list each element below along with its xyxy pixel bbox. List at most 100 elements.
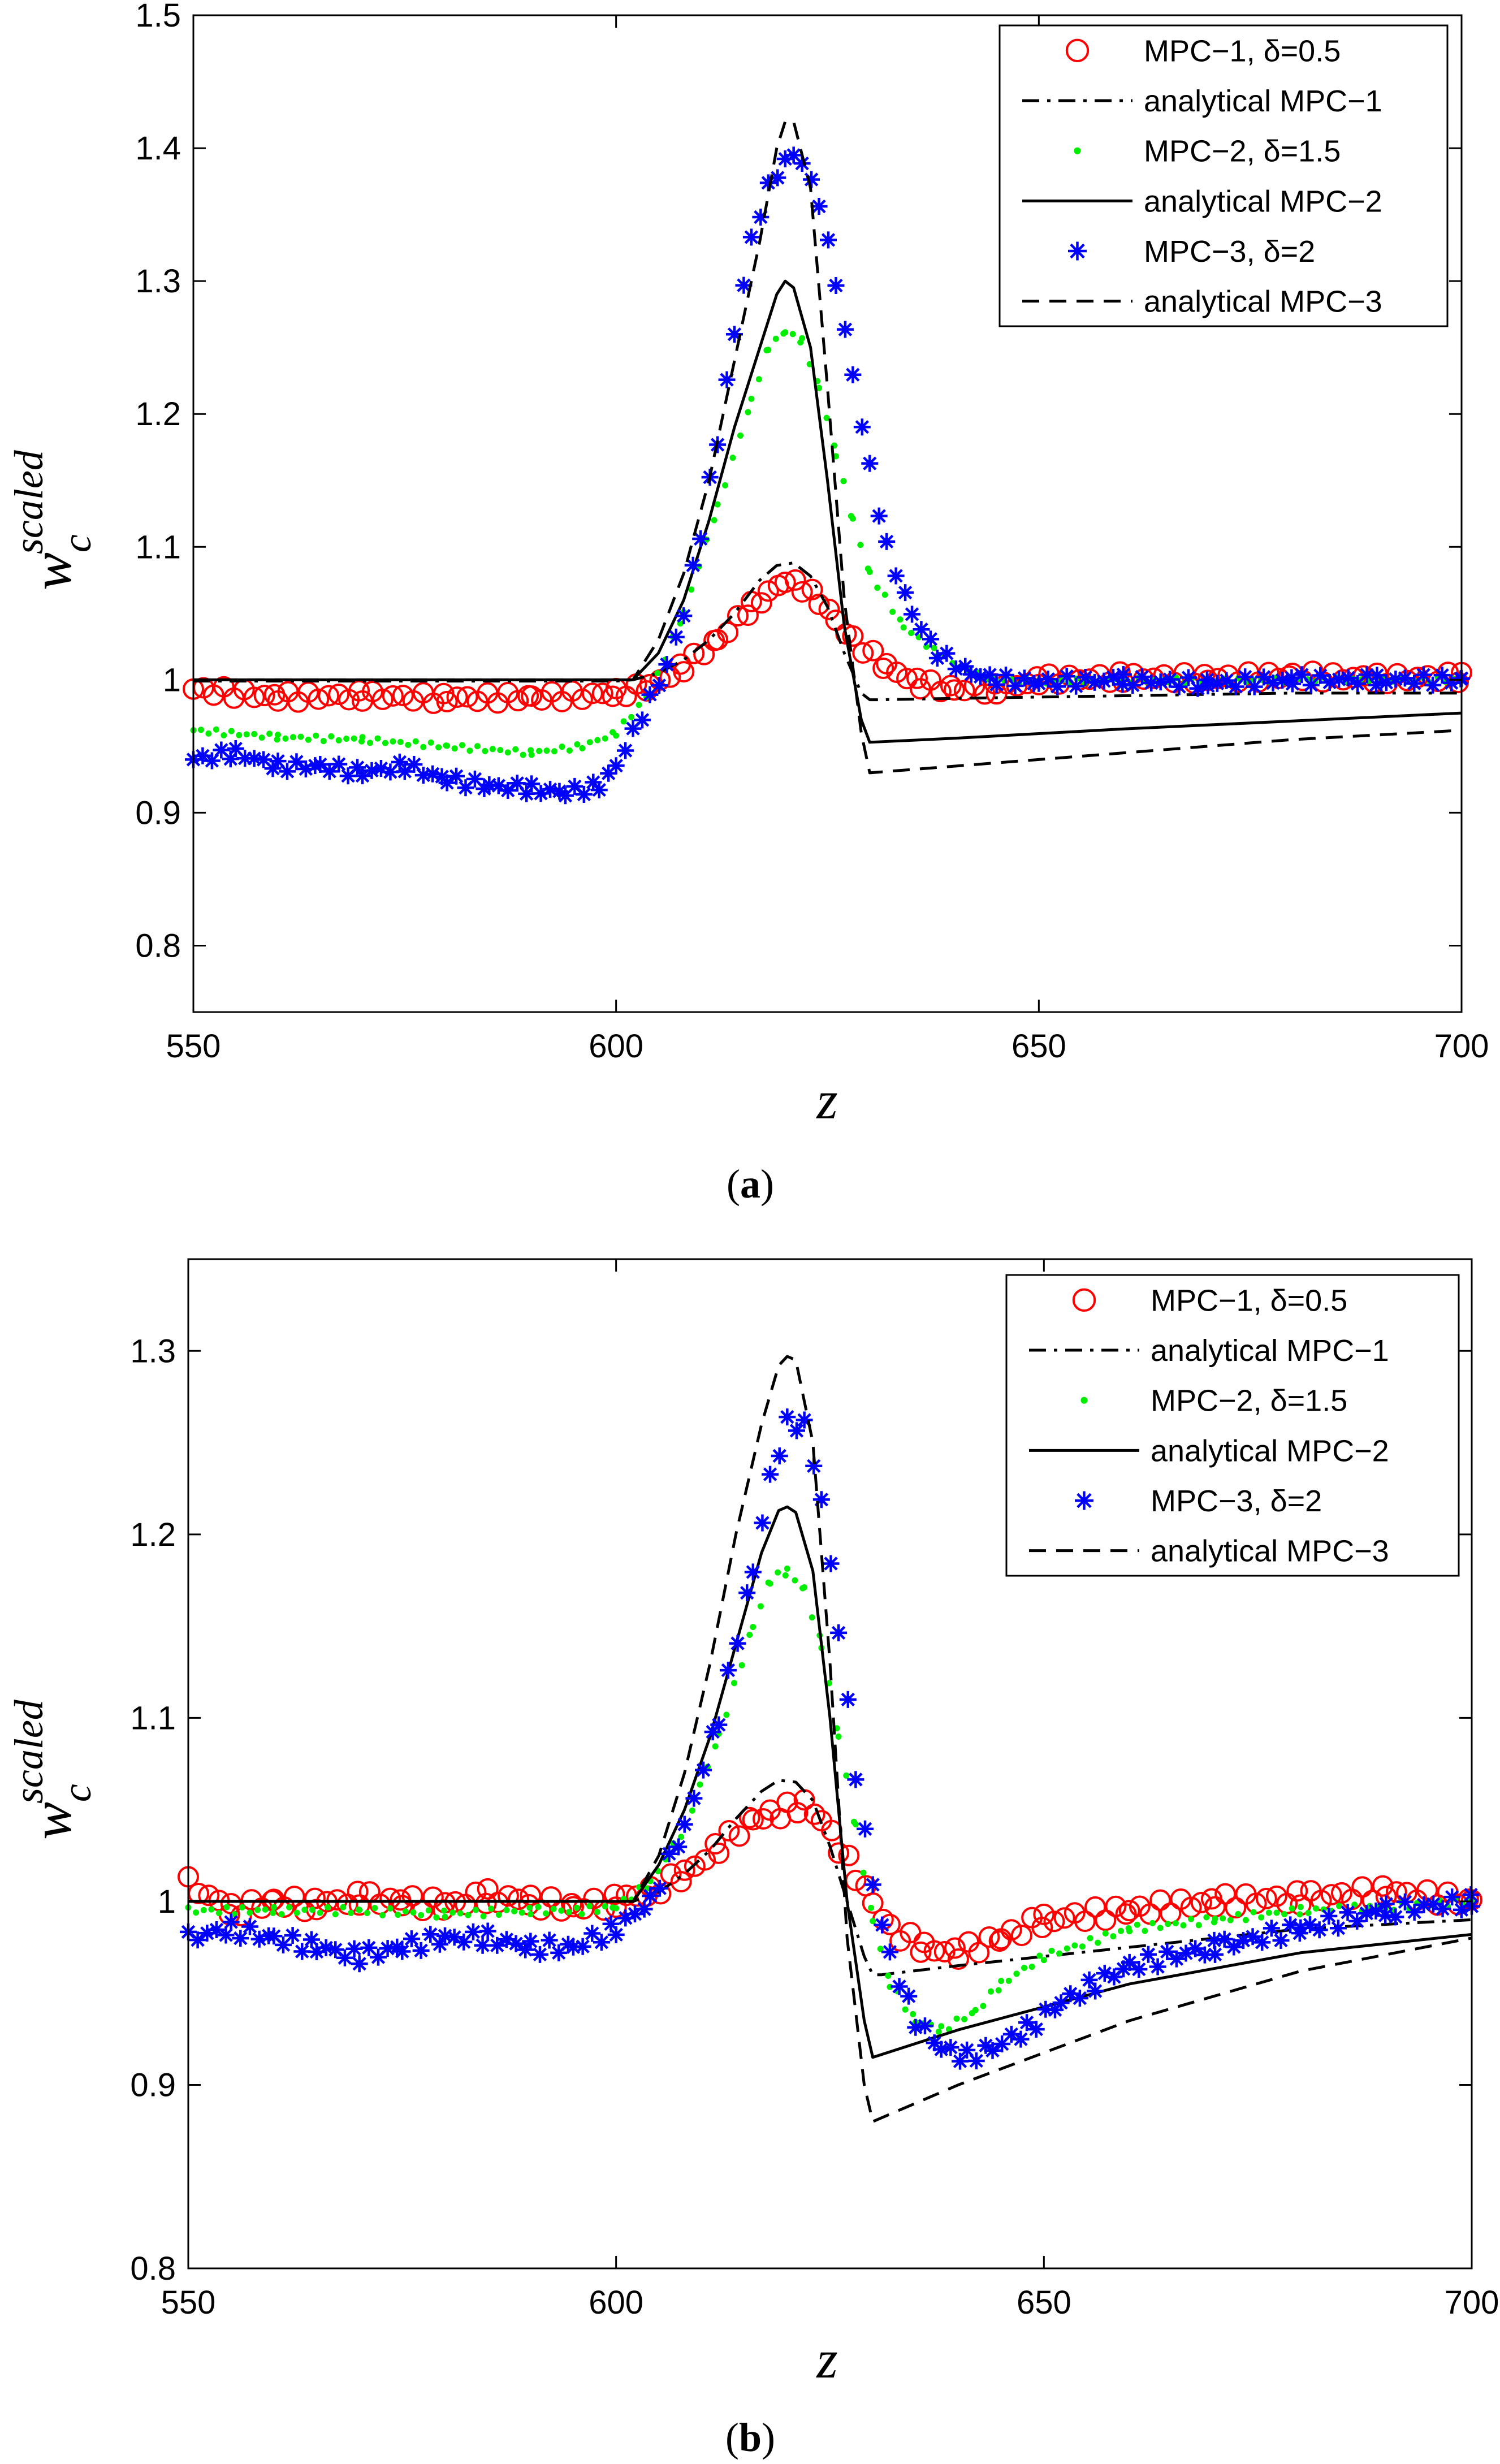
data-point xyxy=(938,2023,945,2030)
data-point xyxy=(1305,1909,1312,1916)
data-point xyxy=(1130,1961,1148,1978)
data-point xyxy=(217,1926,235,1944)
legend-entry-label: MPC−2, δ=1.5 xyxy=(1144,135,1341,168)
data-point xyxy=(670,1838,688,1856)
data-point xyxy=(1005,1977,1012,1984)
data-point xyxy=(1052,1994,1070,2012)
data-point xyxy=(395,1912,401,1918)
data-point xyxy=(223,1904,230,1910)
data-point xyxy=(489,1936,506,1954)
y-tick-label: 1.2 xyxy=(130,1516,176,1553)
data-point xyxy=(1142,1927,1148,1934)
series-line-analytical-mpc-2 xyxy=(193,279,1462,744)
data-point xyxy=(1377,674,1395,691)
data-point xyxy=(745,409,751,416)
data-point xyxy=(651,1879,668,1897)
data-point xyxy=(791,581,813,603)
y-axis-label-superscript: scaled xyxy=(6,1699,51,1804)
data-point xyxy=(757,1603,764,1610)
data-point xyxy=(978,1926,1000,1948)
series-line-analytical-mpc-2 xyxy=(188,1505,1472,2059)
data-point xyxy=(676,1815,693,1833)
data-point xyxy=(988,1930,1010,1952)
data-point xyxy=(685,1789,703,1807)
data-point xyxy=(830,1624,848,1641)
data-point xyxy=(1225,1938,1243,1956)
data-point xyxy=(683,642,705,664)
data-point xyxy=(782,329,789,336)
data-point xyxy=(913,621,930,638)
legend-entry-label: analytical MPC−3 xyxy=(1144,285,1382,319)
data-point xyxy=(968,1942,990,1964)
data-point xyxy=(436,1927,453,1944)
data-point xyxy=(489,746,496,753)
data-point xyxy=(835,1734,842,1740)
data-point xyxy=(540,1886,562,1908)
data-point xyxy=(796,1411,813,1429)
data-point xyxy=(957,658,974,675)
data-point xyxy=(1283,675,1301,693)
data-point xyxy=(332,1911,339,1918)
data-point xyxy=(293,1943,311,1960)
data-point xyxy=(1235,1910,1242,1917)
data-point xyxy=(762,1466,779,1483)
data-point xyxy=(1087,1982,1104,2000)
data-point xyxy=(228,728,235,734)
data-point xyxy=(776,150,794,168)
data-point xyxy=(412,1942,430,1959)
axes-frame xyxy=(187,1258,1473,2270)
data-point xyxy=(255,751,273,768)
data-point xyxy=(1302,676,1320,694)
data-point xyxy=(902,2006,909,2013)
data-point xyxy=(497,747,504,754)
data-point xyxy=(1415,1896,1433,1913)
data-point xyxy=(1339,669,1357,686)
data-point xyxy=(731,1680,738,1687)
data-point xyxy=(988,676,1005,693)
data-point xyxy=(305,736,312,743)
data-point xyxy=(900,624,907,631)
data-point xyxy=(742,228,760,246)
data-point xyxy=(590,781,608,799)
data-point xyxy=(189,1931,206,1949)
data-point xyxy=(308,688,330,710)
legend-entry-label: MPC−3, δ=2 xyxy=(1144,235,1315,269)
data-point xyxy=(200,1907,207,1913)
data-point xyxy=(1058,668,1075,685)
data-point xyxy=(943,679,965,701)
y-tick-label: 0.9 xyxy=(130,2067,176,2103)
data-point xyxy=(993,2035,1011,2053)
data-point xyxy=(402,1908,409,1915)
data-point xyxy=(254,1907,261,1913)
data-point xyxy=(520,751,526,758)
data-point xyxy=(727,605,749,627)
data-point xyxy=(642,1887,659,1905)
data-point xyxy=(414,767,432,784)
y-axis-label-main: w xyxy=(20,1802,83,1840)
y-tick-label: 1.5 xyxy=(135,0,181,34)
data-point xyxy=(904,606,921,623)
data-point xyxy=(391,753,408,771)
data-point xyxy=(708,1842,730,1864)
data-point xyxy=(420,743,427,750)
data-point xyxy=(980,2003,987,2009)
data-point xyxy=(1301,1916,1319,1934)
data-point xyxy=(1118,1900,1140,1922)
data-point xyxy=(367,740,374,746)
data-point xyxy=(862,639,884,662)
data-point xyxy=(673,661,695,683)
data-point xyxy=(371,1905,378,1912)
data-point xyxy=(531,1946,548,1963)
data-point xyxy=(628,714,635,720)
data-point xyxy=(1208,675,1226,692)
legend-entry-label: analytical MPC−2 xyxy=(1151,1434,1389,1468)
data-point xyxy=(1040,1957,1047,1964)
data-point xyxy=(1387,1908,1404,1926)
data-point xyxy=(1244,1928,1261,1946)
svg-text:wcscaled: wcscaled xyxy=(6,1699,100,1840)
series-line-analytical-mpc-3 xyxy=(188,1355,1472,2123)
data-point xyxy=(559,743,565,750)
data-point xyxy=(565,1938,582,1956)
data-point xyxy=(1264,675,1282,692)
